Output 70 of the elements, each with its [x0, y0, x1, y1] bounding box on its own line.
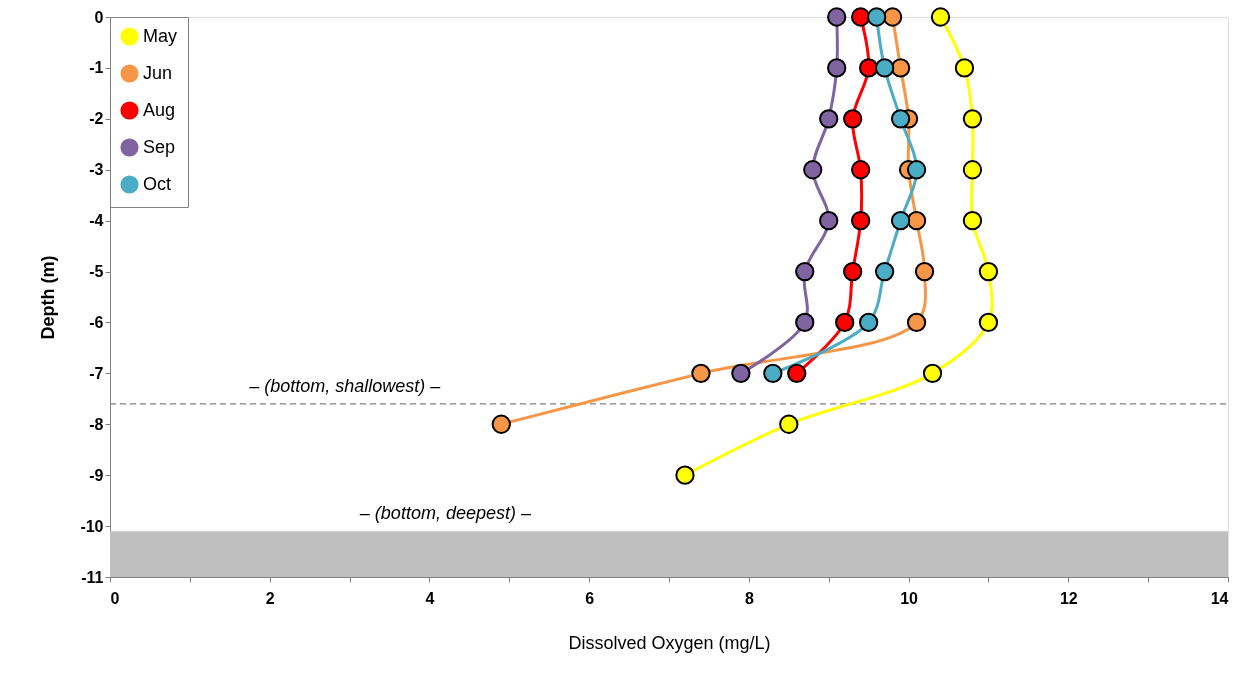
- point: [819, 109, 839, 129]
- x-tick-label: 4: [425, 589, 435, 607]
- point: [882, 7, 903, 27]
- point: [954, 58, 975, 78]
- x-tick-label: 6: [585, 589, 595, 607]
- y-tick-label: -5: [89, 263, 104, 281]
- point: [962, 109, 983, 129]
- x-tick-label: 12: [1059, 589, 1078, 607]
- point: [858, 58, 879, 78]
- point: [906, 210, 927, 231]
- point: [827, 7, 847, 27]
- point: [803, 160, 823, 180]
- x-axis-title: Dissolved Oxygen (mg/L): [568, 632, 771, 653]
- y-axis-title: Depth (m): [38, 255, 59, 340]
- x-tick-label: 0: [110, 589, 120, 607]
- y-tick-label: -7: [89, 364, 104, 382]
- point: [866, 7, 887, 27]
- point: [843, 109, 863, 129]
- legend-label: Sep: [143, 136, 176, 157]
- point: [906, 312, 927, 333]
- point: [691, 363, 711, 384]
- point: [675, 465, 695, 485]
- point: [851, 7, 871, 27]
- point: [890, 58, 911, 78]
- x-tick-label: 2: [265, 589, 275, 607]
- x-tick-label: 8: [744, 589, 754, 607]
- point: [890, 109, 911, 129]
- point: [787, 363, 807, 384]
- x-tick-label: 14: [1210, 589, 1229, 607]
- legend-label: Oct: [143, 173, 172, 194]
- y-tick-label: -9: [89, 466, 104, 484]
- point: [851, 160, 871, 180]
- point: [843, 261, 863, 282]
- point: [858, 312, 879, 333]
- point: [819, 210, 839, 231]
- point: [890, 210, 911, 231]
- legend-label: Aug: [143, 99, 176, 120]
- point: [851, 210, 871, 231]
- x-tick-label: 10: [900, 589, 919, 607]
- ref-line-label: – (bottom, shallowest) –: [248, 375, 442, 396]
- y-tick-label: -8: [89, 415, 104, 433]
- y-tick-label: -2: [89, 110, 104, 128]
- point: [827, 58, 847, 78]
- point: [874, 58, 895, 78]
- point: [763, 363, 783, 384]
- point: [930, 7, 951, 27]
- point: [491, 414, 511, 434]
- legend-label: May: [143, 25, 178, 46]
- point: [835, 312, 855, 333]
- y-tick-label: -10: [80, 517, 104, 535]
- y-tick-label: -4: [89, 212, 104, 230]
- y-tick-label: -1: [89, 59, 104, 77]
- point: [978, 312, 999, 333]
- point: [795, 312, 815, 333]
- band-label: – (bottom, deepest) –: [358, 503, 532, 524]
- y-tick-label: -3: [89, 161, 104, 179]
- point: [906, 160, 927, 180]
- y-tick-label: -11: [81, 568, 104, 586]
- y-tick-label: -6: [89, 313, 104, 331]
- point: [962, 210, 983, 231]
- point: [874, 261, 895, 282]
- point: [795, 261, 815, 282]
- point: [978, 261, 999, 282]
- point: [731, 363, 751, 384]
- point: [914, 261, 935, 282]
- point: [779, 414, 799, 434]
- legend-label: Jun: [143, 62, 173, 83]
- y-tick-label: 0: [94, 8, 104, 26]
- point: [922, 363, 943, 384]
- point: [962, 160, 983, 180]
